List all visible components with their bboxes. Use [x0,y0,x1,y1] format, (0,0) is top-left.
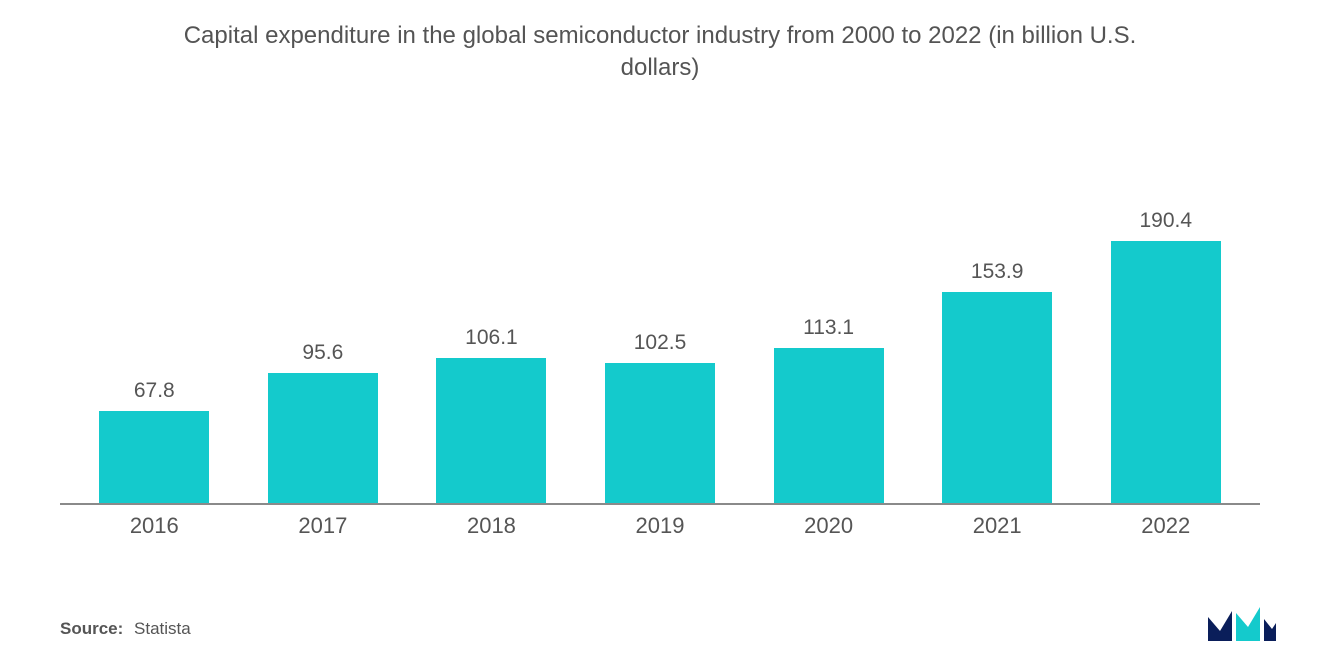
chart-title: Capital expenditure in the global semico… [170,20,1150,85]
bar-value-label: 95.6 [302,341,343,365]
brand-logo [1206,603,1278,643]
bars-row: 67.8 95.6 106.1 102.5 113.1 153.9 190.4 [60,145,1260,505]
bar [942,292,1052,505]
bar [268,373,378,505]
bar-group: 153.9 [913,145,1082,505]
bar-group: 95.6 [239,145,408,505]
x-axis-label: 2017 [239,513,408,539]
bar [774,348,884,505]
bar-value-label: 102.5 [634,331,687,355]
source-key: Source: [60,619,123,638]
bar-value-label: 67.8 [134,379,175,403]
bar [99,411,209,505]
bar-group: 102.5 [576,145,745,505]
bar [436,358,546,505]
x-axis-label: 2022 [1081,513,1250,539]
x-axis-baseline [60,503,1260,505]
bar [605,363,715,505]
bar-value-label: 106.1 [465,326,518,350]
chart-container: Capital expenditure in the global semico… [0,0,1320,665]
x-axis-label: 2016 [70,513,239,539]
bar-value-label: 190.4 [1139,209,1192,233]
brand-logo-icon [1206,603,1278,643]
x-axis-label: 2021 [913,513,1082,539]
bar [1111,241,1221,505]
bar-group: 113.1 [744,145,913,505]
bar-group: 67.8 [70,145,239,505]
bar-value-label: 153.9 [971,260,1024,284]
x-axis-label: 2018 [407,513,576,539]
source-attribution: Source: Statista [60,619,191,639]
bar-group: 190.4 [1081,145,1250,505]
source-value: Statista [134,619,191,638]
x-axis-labels: 2016201720182019202020212022 [60,505,1260,539]
bar-group: 106.1 [407,145,576,505]
bar-value-label: 113.1 [803,316,854,340]
x-axis-label: 2019 [576,513,745,539]
x-axis-label: 2020 [744,513,913,539]
chart-plot-area: 67.8 95.6 106.1 102.5 113.1 153.9 190.4 [60,145,1260,505]
